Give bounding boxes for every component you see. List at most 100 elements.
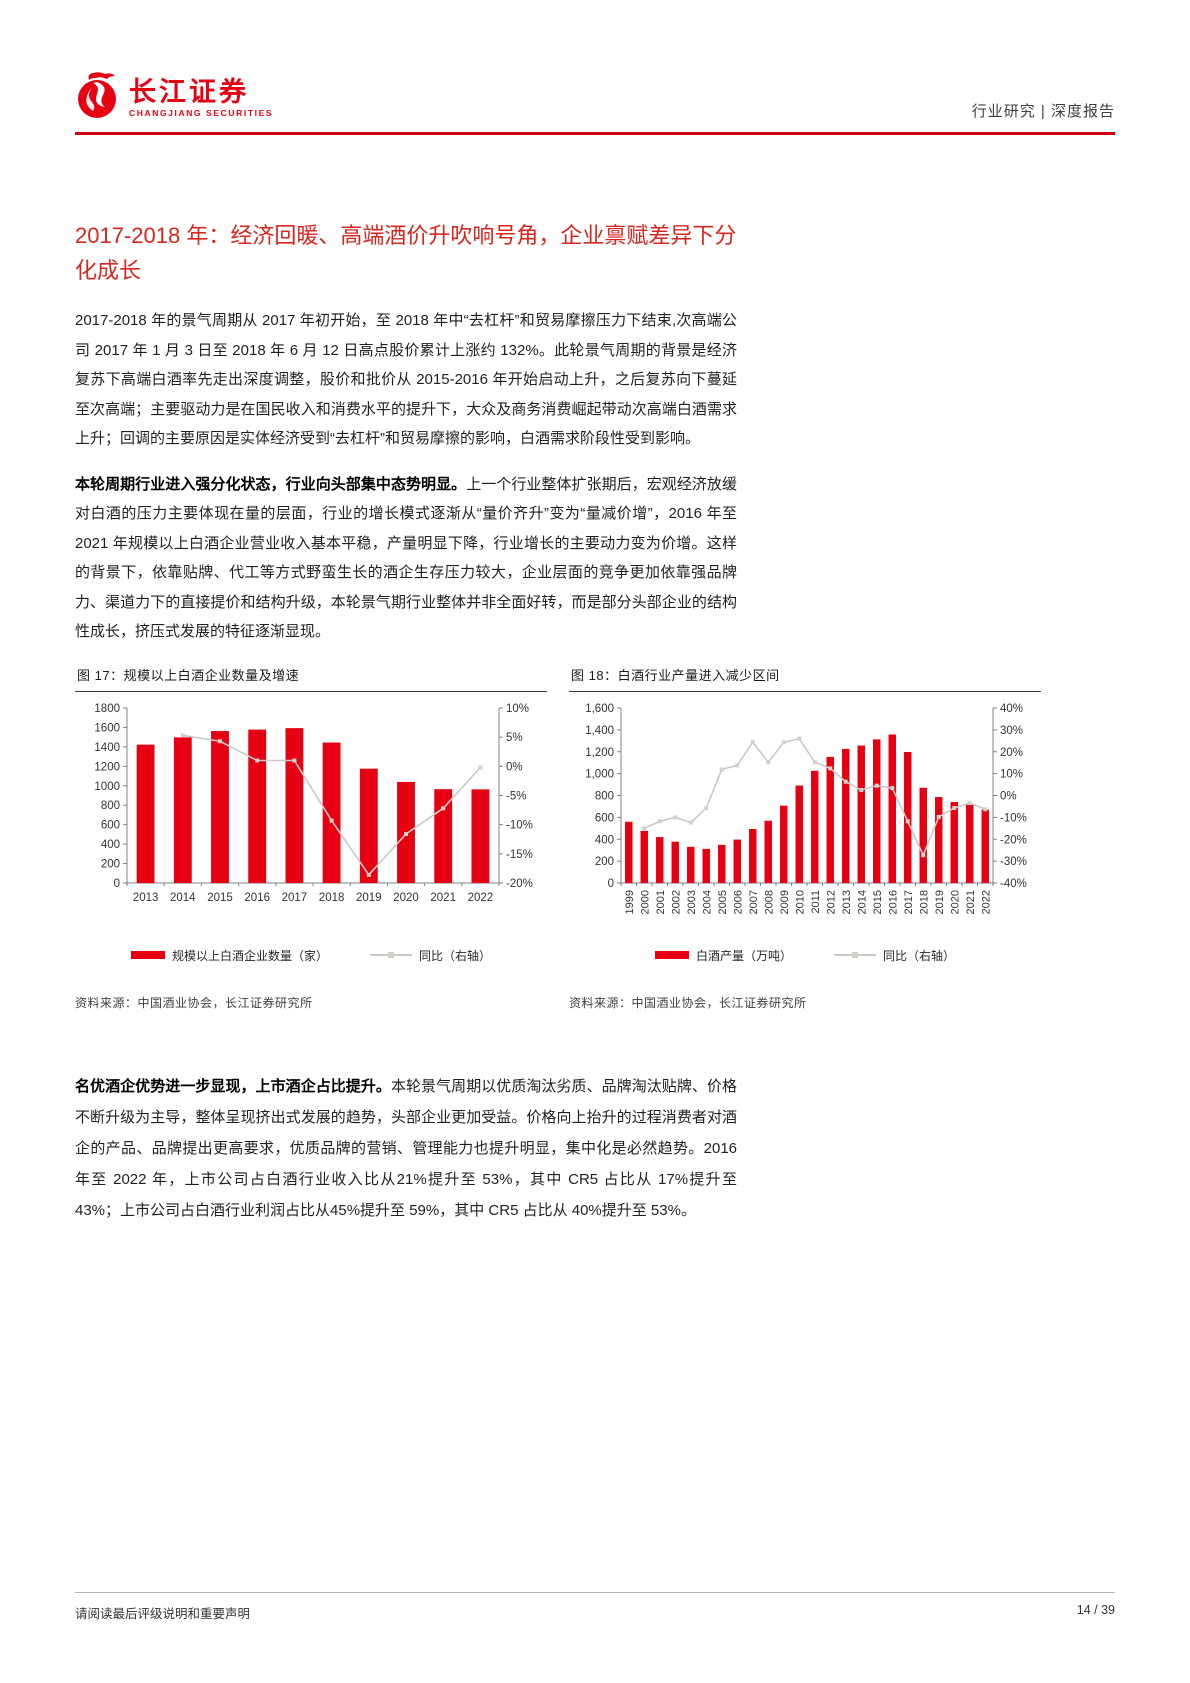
svg-text:200: 200	[101, 858, 120, 870]
svg-text:1,400: 1,400	[585, 724, 614, 736]
svg-text:1800: 1800	[94, 703, 120, 715]
svg-text:2021: 2021	[965, 890, 977, 914]
figure-17-source: 资料来源：中国酒业协会，长江证券研究所	[75, 995, 313, 1010]
figure-18-source: 资料来源：中国酒业协会，长江证券研究所	[569, 995, 807, 1010]
svg-text:30%: 30%	[1000, 724, 1023, 736]
paragraph-3-lead: 名优酒企优势进一步显现，上市酒企占比提升。	[75, 1077, 391, 1095]
figure-18: 图 18：白酒行业产量进入减少区间 0 200 400 600 800 1,000 1,20…	[569, 665, 1041, 1011]
svg-text:2000: 2000	[639, 890, 651, 914]
legend-item: 白酒产量（万吨）	[654, 947, 792, 964]
svg-text:2015: 2015	[207, 892, 233, 904]
svg-text:2022: 2022	[468, 892, 494, 904]
svg-text:2019: 2019	[356, 892, 382, 904]
svg-text:2014: 2014	[856, 890, 868, 914]
bar-swatch-icon	[130, 951, 165, 959]
svg-text:2016: 2016	[244, 892, 270, 904]
header-rule	[75, 132, 1115, 135]
bar-line-chart-18: 0 200 400 600 800 1,000 1,200 1,400 1,600 -40% -30…	[585, 703, 1027, 914]
svg-text:10%: 10%	[1000, 768, 1023, 780]
paragraph-2: 本轮周期行业进入强分化状态，行业向头部集中态势明显。上一个行业整体扩张期后，宏观…	[75, 470, 737, 647]
paragraph-3-text: 本轮景气周期以优质淘汰劣质、品牌淘汰贴牌、价格不断升级为主导，整体呈现挤出式发展…	[75, 1077, 737, 1219]
svg-text:400: 400	[595, 834, 614, 846]
svg-text:800: 800	[595, 790, 614, 802]
svg-text:2013: 2013	[133, 892, 159, 904]
svg-text:-15%: -15%	[506, 848, 533, 860]
svg-text:1999: 1999	[624, 890, 636, 914]
changjiang-logo-icon	[75, 70, 121, 125]
svg-text:2016: 2016	[887, 890, 899, 914]
figure-18-legend: 白酒产量（万吨） 同比（右轴）	[569, 947, 1041, 964]
svg-text:2018: 2018	[319, 892, 345, 904]
page-footer: 请阅读最后评级说明和重要声明 14 / 39	[75, 1592, 1115, 1622]
svg-text:-20%: -20%	[506, 878, 533, 890]
svg-text:2003: 2003	[686, 890, 698, 914]
svg-text:200: 200	[595, 856, 614, 868]
figure-17-caption: 图 17：规模以上白酒企业数量及增速	[75, 665, 547, 692]
svg-text:1000: 1000	[94, 780, 120, 792]
svg-text:2002: 2002	[670, 890, 682, 914]
svg-text:2020: 2020	[393, 892, 419, 904]
brand-text: 长江证券 CHANGJIANG SECURITIES	[129, 77, 273, 118]
svg-text:40%: 40%	[1000, 703, 1023, 715]
svg-text:-20%: -20%	[1000, 834, 1027, 846]
svg-text:400: 400	[101, 839, 120, 851]
page-header: 长江证券 CHANGJIANG SECURITIES 行业研究 | 深度报告	[75, 70, 1115, 135]
brand-name-cn: 长江证券	[129, 77, 249, 107]
legend-item: 同比（右轴）	[370, 947, 491, 964]
svg-text:2021: 2021	[430, 892, 456, 904]
svg-text:2010: 2010	[794, 890, 806, 914]
svg-text:2017: 2017	[903, 890, 915, 914]
svg-text:2005: 2005	[717, 890, 729, 914]
svg-text:1,000: 1,000	[585, 768, 614, 780]
svg-text:-40%: -40%	[1000, 878, 1027, 890]
svg-text:2020: 2020	[949, 890, 961, 914]
page-number: 14 / 39	[1076, 1603, 1115, 1617]
bar-swatch-icon	[654, 951, 689, 959]
brand: 长江证券 CHANGJIANG SECURITIES	[75, 70, 273, 125]
figure-17-legend: 规模以上白酒企业数量（家） 同比（右轴）	[75, 947, 547, 964]
svg-text:800: 800	[101, 800, 120, 812]
svg-text:2004: 2004	[701, 890, 713, 914]
svg-text:2006: 2006	[732, 890, 744, 914]
svg-text:2019: 2019	[934, 890, 946, 914]
bar-line-chart-17: 0 200 400 600 800 1000 1200 1400 1600 1800 -20% -15…	[94, 703, 533, 904]
paragraph-2-text: 上一个行业整体扩张期后，宏观经济放缓对白酒的压力主要体现在量的层面，行业的增长模…	[75, 475, 737, 641]
svg-text:-30%: -30%	[1000, 856, 1027, 868]
main-content: 2017-2018 年：经济回暖、高端酒价升吹响号角，企业禀赋差异下分化成长 2…	[75, 218, 1115, 1242]
svg-text:10%: 10%	[506, 703, 529, 715]
paragraph-3: 名优酒企优势进一步显现，上市酒企占比提升。本轮景气周期以优质淘汰劣质、品牌淘汰贴…	[75, 1071, 737, 1226]
svg-text:2018: 2018	[918, 890, 930, 914]
paragraph-1-text: 2017-2018 年的景气周期从 2017 年初开始，至 2018 年中“去杠…	[75, 312, 737, 447]
svg-text:0%: 0%	[1000, 790, 1017, 802]
svg-text:1,600: 1,600	[585, 703, 614, 715]
svg-text:5%: 5%	[506, 732, 523, 744]
legend-label: 同比（右轴）	[883, 948, 956, 963]
svg-text:1,200: 1,200	[585, 746, 614, 758]
doc-type-label: 行业研究 | 深度报告	[971, 103, 1115, 120]
section-title: 2017-2018 年：经济回暖、高端酒价升吹响号角，企业禀赋差异下分化成长	[75, 223, 737, 283]
svg-text:2022: 2022	[980, 890, 992, 914]
svg-text:1200: 1200	[94, 761, 120, 773]
svg-text:-10%: -10%	[1000, 812, 1027, 824]
legend-item: 同比（右轴）	[834, 947, 955, 964]
legend-label: 规模以上白酒企业数量（家）	[171, 948, 328, 963]
paragraph-2-lead: 本轮周期行业进入强分化状态，行业向头部集中态势明显。	[75, 475, 467, 493]
legend-label: 白酒产量（万吨）	[695, 948, 792, 963]
svg-text:2012: 2012	[825, 890, 837, 914]
svg-text:2011: 2011	[810, 890, 822, 914]
svg-text:2014: 2014	[170, 892, 196, 904]
figure-17: 图 17：规模以上白酒企业数量及增速 0 200 400 600 800 1000 1200…	[75, 665, 547, 1011]
svg-text:-5%: -5%	[506, 790, 526, 802]
svg-text:2008: 2008	[763, 890, 775, 914]
svg-text:600: 600	[101, 819, 120, 831]
svg-text:2017: 2017	[282, 892, 308, 904]
svg-text:600: 600	[595, 812, 614, 824]
svg-text:2007: 2007	[748, 890, 760, 914]
figures-row: 图 17：规模以上白酒企业数量及增速 0 200 400 600 800 1000 1200…	[75, 665, 1115, 1011]
svg-text:20%: 20%	[1000, 746, 1023, 758]
svg-text:2001: 2001	[655, 890, 667, 914]
footer-disclaimer: 请阅读最后评级说明和重要声明	[75, 1607, 251, 1621]
svg-text:0: 0	[608, 878, 614, 890]
figure-18-caption: 图 18：白酒行业产量进入减少区间	[569, 665, 1041, 692]
